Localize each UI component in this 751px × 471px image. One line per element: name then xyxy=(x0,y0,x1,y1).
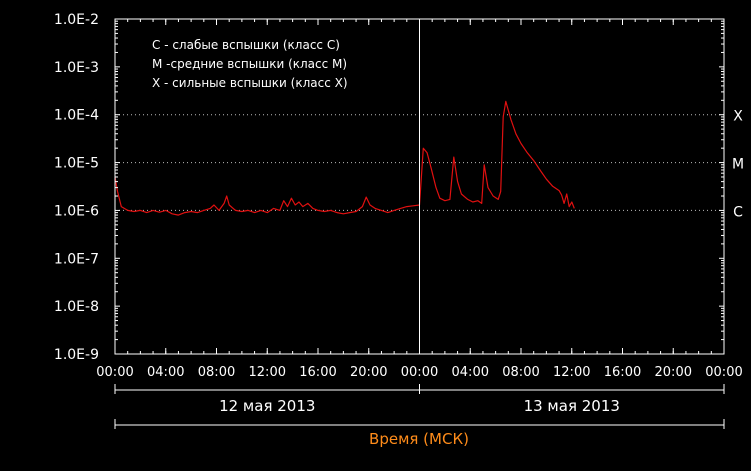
class-label-m: M xyxy=(732,157,744,173)
legend-item: М -средние вспышки (класс М) xyxy=(152,57,347,71)
x-axis-label: Время (МСК) xyxy=(369,430,469,448)
series-layer xyxy=(114,100,575,216)
date-label: 13 мая 2013 xyxy=(524,397,620,415)
x-tick-label: 12:00 xyxy=(249,365,286,380)
class-label-x: X xyxy=(733,109,743,125)
x-tick-label: 20:00 xyxy=(655,365,692,380)
legend: C - слабые вспышки (класс С) М -средние в… xyxy=(152,38,348,90)
x-tick-label: 20:00 xyxy=(350,365,387,380)
y-tick-label: 1.0E-5 xyxy=(54,156,99,172)
x-tick-label: 08:00 xyxy=(198,365,235,380)
class-label-c: C xyxy=(733,204,743,220)
series-line-xray-flux xyxy=(114,100,575,216)
x-tick-label: 00:00 xyxy=(401,365,438,380)
y-tick-label: 1.0E-6 xyxy=(54,203,99,219)
date-brackets: 12 мая 2013 13 мая 2013 xyxy=(114,384,725,429)
legend-item: Х - сильные вспышки (класс Х) xyxy=(152,76,348,90)
x-tick-label: 12:00 xyxy=(553,365,590,380)
x-tick-label: 08:00 xyxy=(502,365,539,380)
x-tick-label: 16:00 xyxy=(299,365,336,380)
legend-item: C - слабые вспышки (класс С) xyxy=(152,38,340,52)
y-tick-label: 1.0E-3 xyxy=(54,60,99,76)
date-label: 12 мая 2013 xyxy=(219,397,315,415)
y-axis-ticks: 1.0E-9 1.0E-8 1.0E-7 1.0E-6 1.0E-5 1.0E-4 1.0E… xyxy=(54,12,724,363)
y-tick-label: 1.0E-9 xyxy=(54,347,99,363)
x-axis-ticks: 00:00 04:00 08:00 12:00 16:00 20:00 00:00 04:00… xyxy=(96,19,743,380)
y-tick-label: 1.0E-8 xyxy=(54,299,99,315)
y-tick-label: 1.0E-7 xyxy=(54,251,99,267)
x-tick-label: 00:00 xyxy=(705,365,742,380)
y-tick-label: 1.0E-4 xyxy=(54,108,99,124)
class-labels: C M X xyxy=(732,109,744,221)
y-tick-label: 1.0E-2 xyxy=(54,12,99,28)
x-tick-label: 04:00 xyxy=(452,365,489,380)
x-tick-label: 04:00 xyxy=(147,365,184,380)
x-tick-label: 16:00 xyxy=(604,365,641,380)
x-tick-label: 00:00 xyxy=(96,365,133,380)
